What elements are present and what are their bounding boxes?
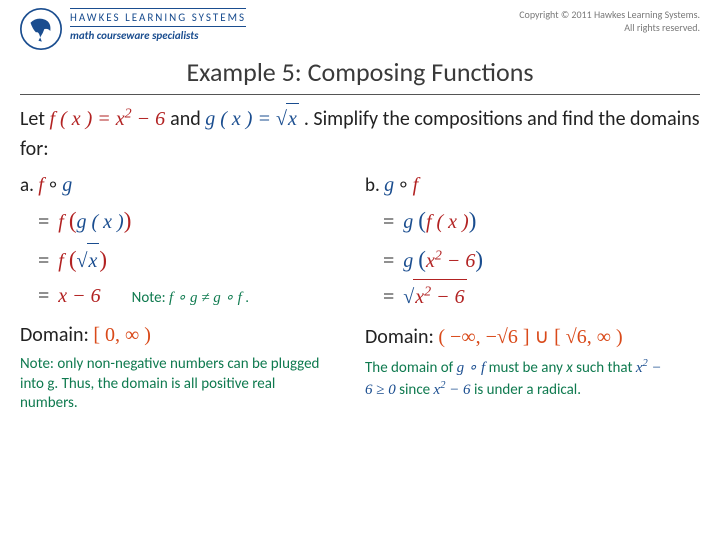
brand-tagline: math courseware specialists <box>70 27 246 42</box>
copyright-line1: Copyright © 2011 Hawkes Learning Systems… <box>519 8 700 21</box>
header: HAWKES LEARNING SYSTEMS math courseware … <box>0 0 720 50</box>
part-a-step2: = f (x) <box>38 240 355 279</box>
part-a-step3: = x − 6 Note: f ∘ g ≠ g ∘ f . <box>38 279 355 313</box>
page-title: Example 5: Composing Functions <box>0 56 720 94</box>
part-a-steps: = f (g ( x )) = f (x) = x − 6 Note: f ∘ … <box>38 201 355 313</box>
part-b: b. g∘f = g (f ( x )) = g (x2 − 6) = x2 −… <box>365 172 700 414</box>
hawk-logo-icon <box>20 8 62 50</box>
g-definition: g ( x ) = x <box>205 108 304 130</box>
brand-block: HAWKES LEARNING SYSTEMS math courseware … <box>70 8 246 42</box>
brand-name: HAWKES LEARNING SYSTEMS <box>70 8 246 27</box>
copyright: Copyright © 2011 Hawkes Learning Systems… <box>519 8 700 50</box>
part-a-header: a. f∘g <box>20 172 355 197</box>
composition-note: Note: f ∘ g ≠ g ∘ f . <box>132 286 250 312</box>
part-a-footnote: Note: only non-negative numbers can be p… <box>20 355 320 414</box>
intro-text: Let f ( x ) = x2 − 6 and g ( x ) = x . S… <box>20 103 700 164</box>
part-b-steps: = g (f ( x )) = g (x2 − 6) = x2 − 6 <box>383 201 700 314</box>
part-a-domain-value: [ 0, ∞ ) <box>93 324 151 346</box>
part-b-header: b. g∘f <box>365 172 700 197</box>
part-b-domain-value: ( −∞, −√6 ] ∪ [ √6, ∞ ) <box>438 326 622 348</box>
copyright-line2: All rights reserved. <box>519 21 700 34</box>
intro-let: Let <box>20 107 49 131</box>
header-left: HAWKES LEARNING SYSTEMS math courseware … <box>20 8 246 50</box>
part-b-step1: = g (f ( x )) <box>383 201 700 240</box>
part-a-composition: f∘g <box>38 174 72 196</box>
part-b-footnote: The domain of g ∘ f must be any x such t… <box>365 357 665 400</box>
part-b-step2: = g (x2 − 6) <box>383 240 700 279</box>
part-b-domain: Domain: ( −∞, −√6 ] ∪ [ √6, ∞ ) <box>365 324 700 349</box>
part-a: a. f∘g = f (g ( x )) = f (x) = x − 6 <box>20 172 355 414</box>
f-definition: f ( x ) = x2 − 6 <box>49 108 170 130</box>
part-a-step1: = f (g ( x )) <box>38 201 355 240</box>
part-b-label: b. <box>365 174 384 197</box>
content: Let f ( x ) = x2 − 6 and g ( x ) = x . S… <box>0 95 720 414</box>
part-a-label: a. <box>20 174 38 197</box>
intro-and: and <box>170 107 205 131</box>
part-a-domain: Domain: [ 0, ∞ ) <box>20 323 355 347</box>
part-b-composition: g∘f <box>384 174 418 196</box>
part-b-step3: = x2 − 6 <box>383 279 700 314</box>
columns: a. f∘g = f (g ( x )) = f (x) = x − 6 <box>20 172 700 414</box>
